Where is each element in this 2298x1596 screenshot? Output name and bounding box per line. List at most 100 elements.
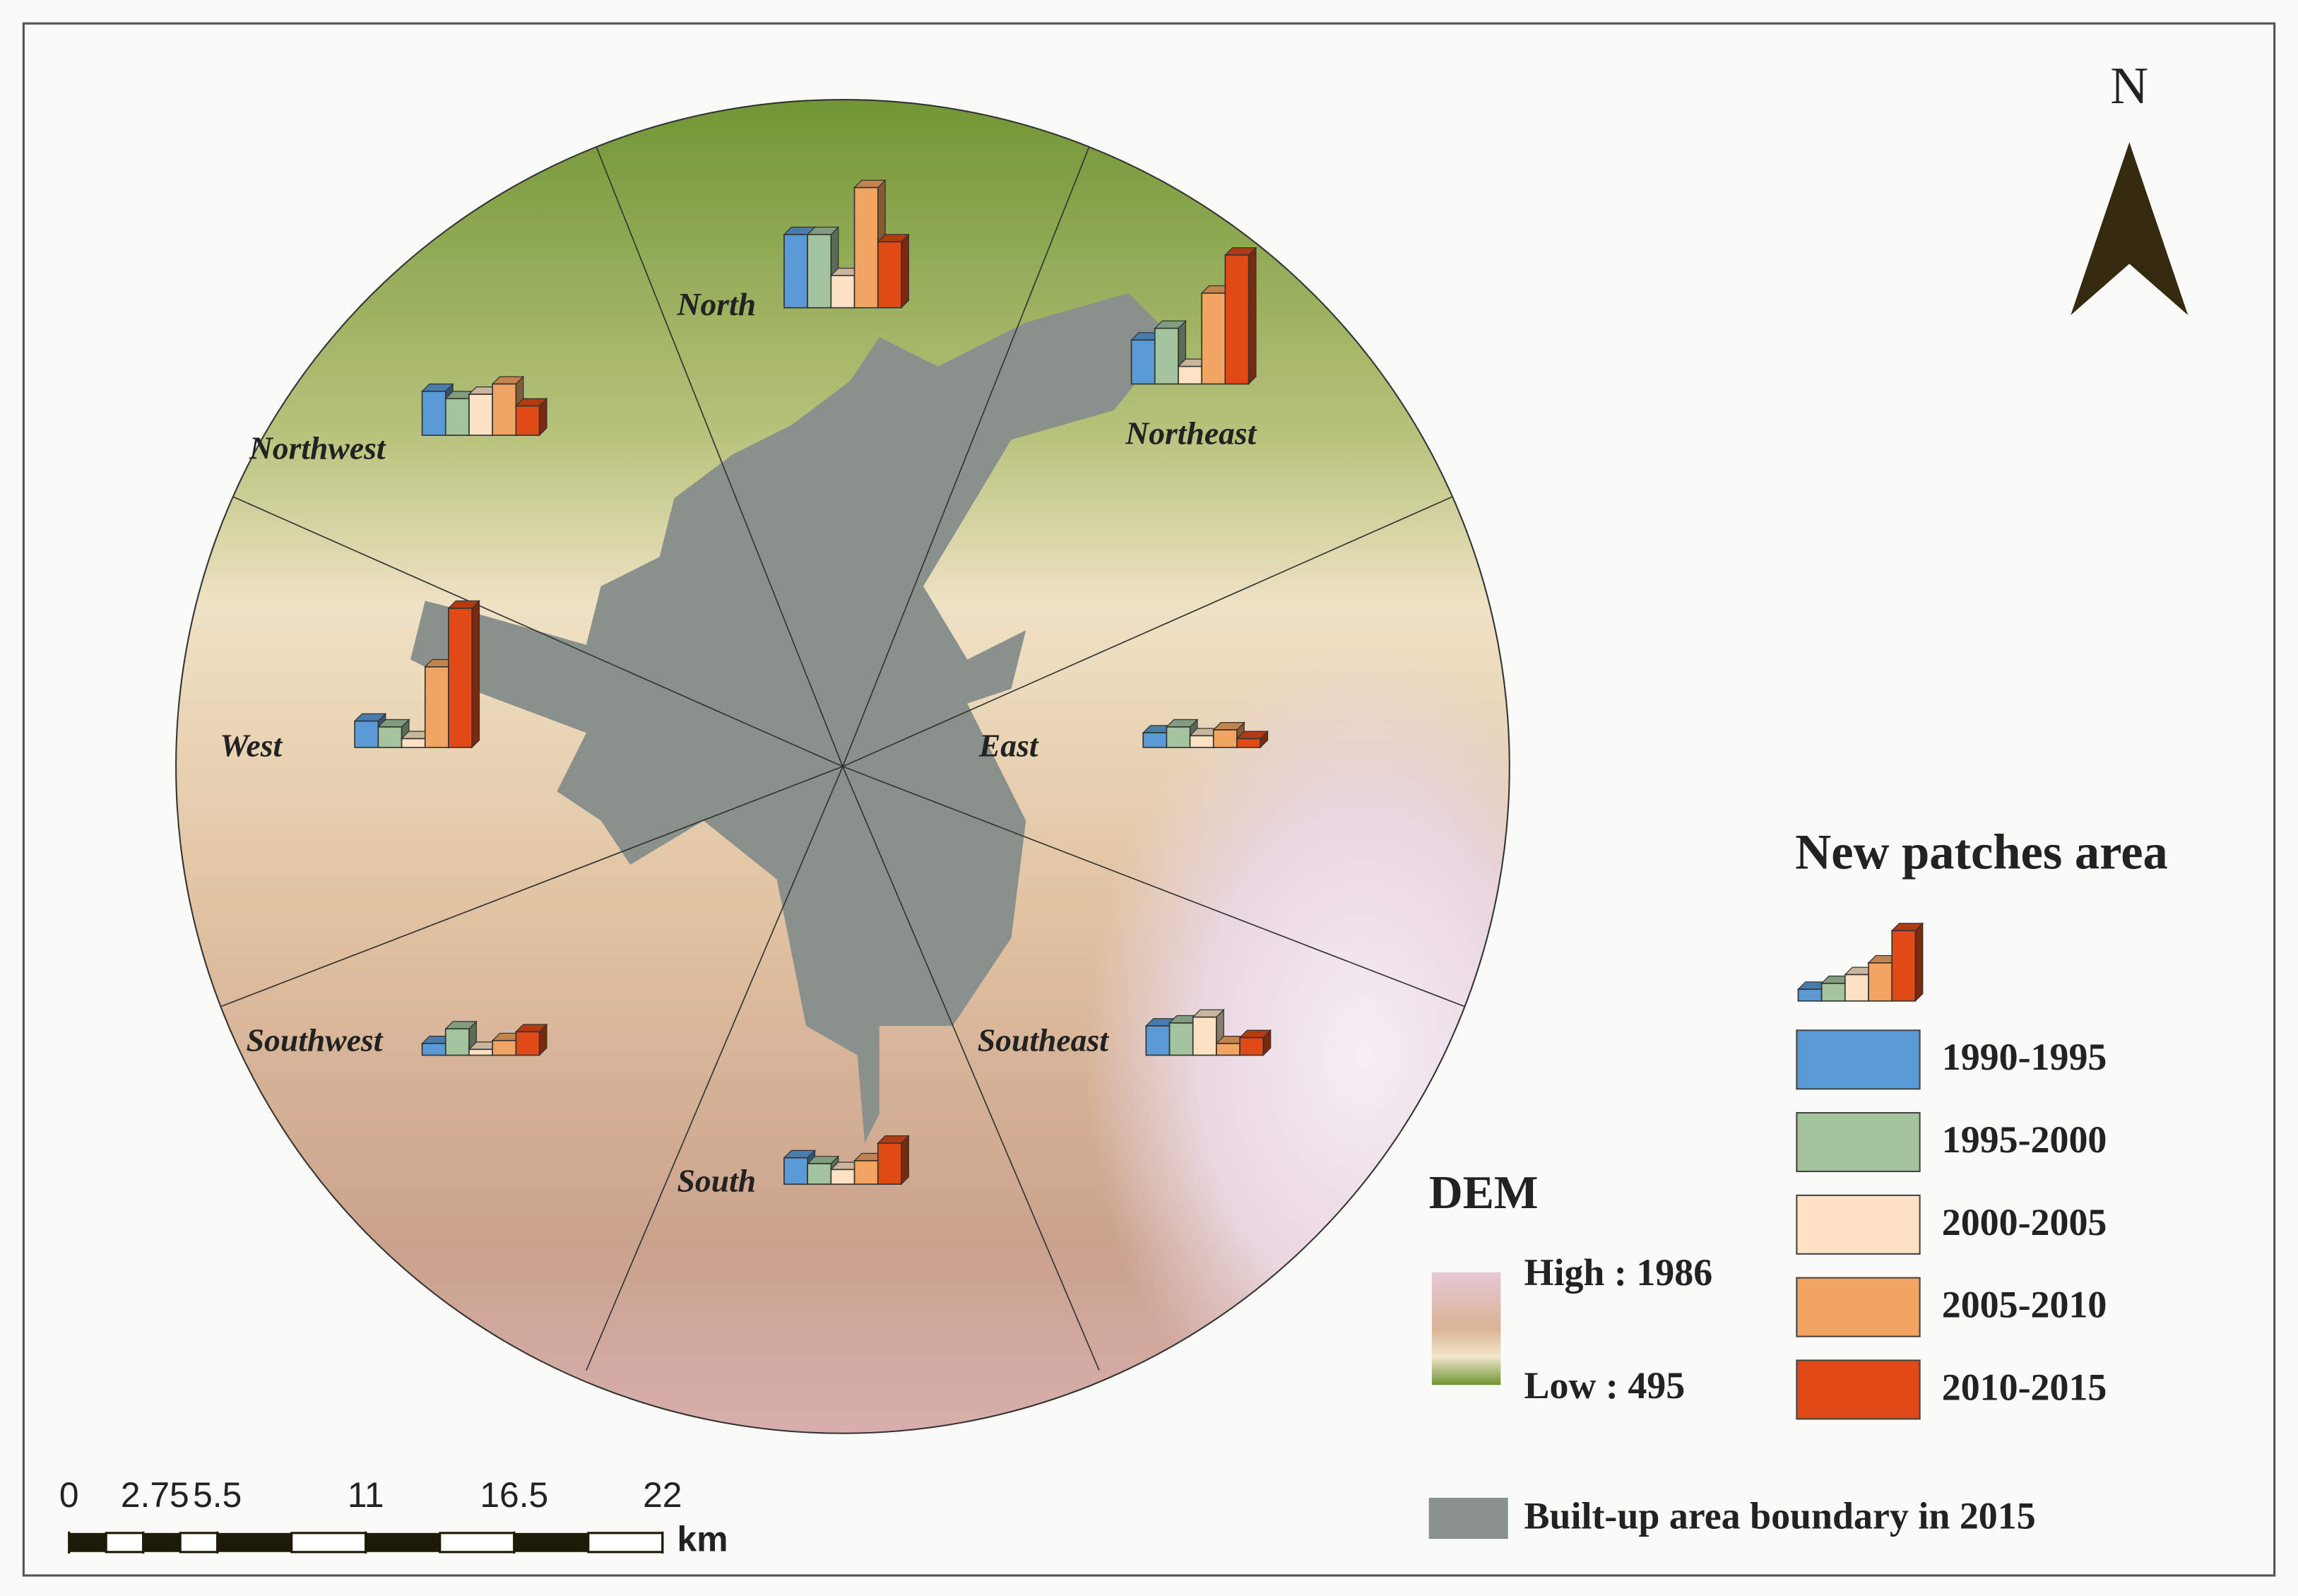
built-up-label: Built-up area boundary in 2015 (1524, 1495, 2036, 1537)
scale-segment (179, 1532, 219, 1554)
bar (468, 1048, 494, 1056)
scale-segment (105, 1532, 145, 1554)
dem-low-label: Low : 495 (1524, 1364, 1686, 1407)
bar-side (901, 233, 909, 309)
bar (421, 391, 446, 436)
bar (1130, 339, 1156, 385)
bar (377, 726, 403, 748)
sector-line (842, 490, 1466, 767)
sector-label: East (978, 727, 1039, 763)
north-arrow (2071, 142, 2189, 315)
bar (492, 383, 517, 436)
frame (22, 22, 2276, 1577)
bar (807, 234, 832, 309)
bar-side (901, 1135, 909, 1186)
sector-line (220, 766, 843, 1007)
legend-swatch (1796, 1194, 1921, 1255)
legend-swatch (1796, 1029, 1921, 1090)
scale-segment (587, 1532, 664, 1554)
sector-label: West (220, 727, 283, 763)
bar (1224, 254, 1250, 385)
legend-swatch (1796, 1359, 1921, 1420)
bar (807, 1163, 832, 1185)
scale-tick-label: 0 (59, 1475, 79, 1515)
bar (853, 1160, 879, 1185)
bar (1201, 292, 1226, 385)
sector-line (842, 766, 1466, 1007)
bar (444, 398, 470, 436)
sector-line (842, 121, 1100, 767)
bar (448, 608, 473, 748)
study-area-boundary (175, 99, 1510, 1434)
sector-line (586, 121, 843, 767)
scale-segment (439, 1532, 516, 1554)
legend-title: New patches area (1795, 825, 2167, 880)
built-up-swatch (1428, 1498, 1508, 1539)
scale-tick-label: 22 (643, 1475, 682, 1515)
sector-label: South (677, 1163, 757, 1199)
bar (1820, 983, 1846, 1002)
bar (1166, 726, 1191, 748)
built-up-area (410, 292, 1173, 1144)
bar (1216, 1043, 1240, 1056)
bar (468, 394, 494, 436)
north-label: N (2110, 57, 2148, 115)
bar (515, 405, 540, 436)
bar-side (471, 599, 480, 749)
bar (877, 241, 902, 309)
legend-label: 2005-2010 (1942, 1284, 2107, 1326)
scale-tick-label: 16.5 (480, 1475, 548, 1515)
bar (1168, 1022, 1194, 1056)
legend-swatch (1796, 1112, 1921, 1173)
bar (830, 275, 855, 309)
dem-high-label: High : 1986 (1524, 1251, 1713, 1294)
legend-label: 2000-2005 (1942, 1201, 2107, 1243)
dem-ramp (1431, 1272, 1501, 1385)
dem-title: DEM (1429, 1167, 1539, 1219)
sector-line (586, 766, 843, 1371)
sector-label: Northwest (249, 430, 386, 466)
legend-label: 2010-2015 (1942, 1366, 2107, 1408)
bar (853, 187, 879, 309)
scale-tick-label: 2.75 (121, 1475, 189, 1515)
bar (1192, 1016, 1217, 1056)
bar (1142, 732, 1168, 748)
bar (1178, 365, 1203, 385)
sector-label: Northeast (1125, 415, 1257, 451)
bar (1797, 988, 1823, 1002)
scale-tick-label: 11 (348, 1475, 384, 1515)
bar (1212, 729, 1238, 748)
dem-raster (176, 100, 1510, 1434)
bar (1145, 1025, 1171, 1056)
scale-tick-label: 5.5 (193, 1475, 242, 1515)
bar (1154, 327, 1179, 385)
scale-segment (69, 1532, 107, 1552)
bar (1239, 1036, 1265, 1056)
sector-line (220, 490, 843, 767)
scale-segment (290, 1532, 367, 1554)
bar (492, 1039, 517, 1056)
scale-segment (365, 1532, 440, 1552)
bar (515, 1031, 540, 1056)
bar (1236, 738, 1261, 748)
bar (1868, 962, 1893, 1002)
sector-label: Southwest (247, 1022, 384, 1058)
bar (401, 738, 426, 748)
bar (354, 720, 379, 748)
sector-lines (220, 121, 1466, 1371)
scale-segment (217, 1532, 292, 1552)
legend-label: 1995-2000 (1942, 1118, 2107, 1161)
bar-side (1248, 247, 1257, 385)
bar (1189, 735, 1214, 748)
sector-label: North (677, 286, 757, 322)
bar-side (1914, 922, 1924, 1003)
legend-label: 1990-1995 (1942, 1036, 2107, 1078)
scale-segment (514, 1532, 588, 1552)
bar (421, 1043, 446, 1056)
sector-label: Southeast (978, 1022, 1109, 1058)
bar (1844, 974, 1869, 1002)
bar (1891, 930, 1917, 1002)
legend-swatch (1796, 1277, 1921, 1337)
